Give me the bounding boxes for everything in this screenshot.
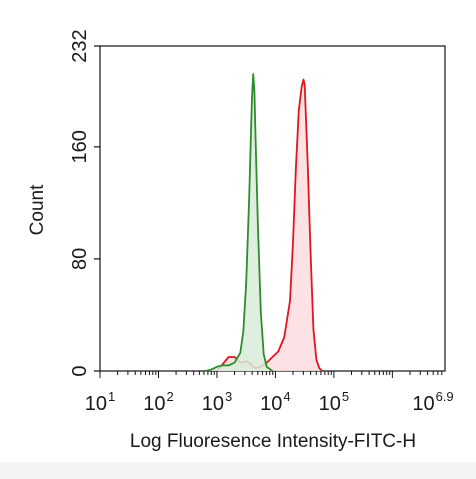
x-tick-label: 104 — [260, 389, 290, 415]
series-layer — [204, 73, 323, 372]
series-1-fill — [216, 79, 323, 371]
y-tick-label: 232 — [69, 29, 91, 62]
y-axis-label: Count — [27, 184, 48, 235]
series-0-line — [204, 73, 274, 372]
x-axis-ticks: 101 102 103 104 105 106.9 — [85, 371, 454, 415]
y-tick-label: 80 — [69, 248, 91, 270]
plot-frame — [99, 45, 446, 372]
x-tick-label: 102 — [143, 389, 173, 415]
x-tick-label: 101 — [85, 389, 115, 415]
x-axis-label: Log Fluoresence Intensity-FITC-H — [130, 431, 416, 452]
y-tick-label: 160 — [69, 130, 91, 163]
x-tick-label: 106.9 — [412, 389, 453, 415]
y-tick-label: 0 — [69, 365, 91, 376]
x-tick-label: 105 — [319, 389, 349, 415]
bottom-strip — [0, 462, 476, 479]
x-tick-label: 103 — [202, 389, 232, 415]
y-axis-ticks: 0 80 160 232 — [69, 29, 100, 377]
plot-area: 0 80 160 232 101 102 103 104 105 106.9 — [69, 29, 454, 415]
histogram-chart: 0 80 160 232 101 102 103 104 105 106.9 Count Log… — [27, 29, 454, 452]
